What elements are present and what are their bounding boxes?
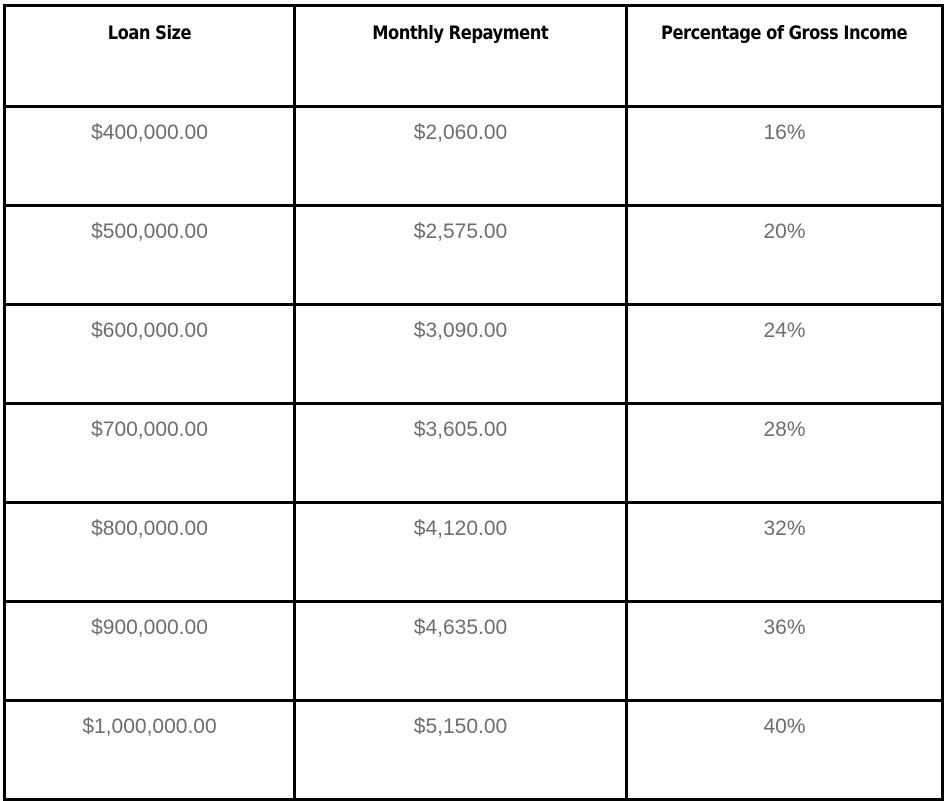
cell-loan-size: $900,000.00 — [3, 600, 296, 702]
header-monthly-repayment: Monthly Repayment — [293, 4, 628, 108]
cell-monthly-repayment: $4,635.00 — [293, 600, 628, 702]
cell-percentage: 20% — [625, 204, 944, 306]
cell-percentage: 16% — [625, 105, 944, 207]
cell-percentage: 28% — [625, 402, 944, 504]
cell-percentage: 24% — [625, 303, 944, 405]
cell-percentage: 36% — [625, 600, 944, 702]
table-row: $500,000.00 $2,575.00 20% — [3, 204, 944, 306]
table-row: $700,000.00 $3,605.00 28% — [3, 402, 944, 504]
cell-loan-size: $400,000.00 — [3, 105, 296, 207]
cell-monthly-repayment: $2,575.00 — [293, 204, 628, 306]
cell-loan-size: $500,000.00 — [3, 204, 296, 306]
header-percentage-gross-income: Percentage of Gross Income — [625, 4, 944, 108]
cell-percentage: 40% — [625, 699, 944, 801]
table-header-row: Loan Size Monthly Repayment Percentage o… — [3, 4, 944, 108]
table-row: $600,000.00 $3,090.00 24% — [3, 303, 944, 405]
cell-monthly-repayment: $2,060.00 — [293, 105, 628, 207]
cell-monthly-repayment: $3,605.00 — [293, 402, 628, 504]
cell-monthly-repayment: $3,090.00 — [293, 303, 628, 405]
header-loan-size: Loan Size — [3, 4, 296, 108]
cell-monthly-repayment: $5,150.00 — [293, 699, 628, 801]
cell-loan-size: $800,000.00 — [3, 501, 296, 603]
cell-loan-size: $600,000.00 — [3, 303, 296, 405]
loan-repayment-table-container: Loan Size Monthly Repayment Percentage o… — [3, 4, 944, 801]
cell-percentage: 32% — [625, 501, 944, 603]
cell-loan-size: $1,000,000.00 — [3, 699, 296, 801]
table-row: $400,000.00 $2,060.00 16% — [3, 105, 944, 207]
table-row: $900,000.00 $4,635.00 36% — [3, 600, 944, 702]
table-row: $1,000,000.00 $5,150.00 40% — [3, 699, 944, 801]
cell-loan-size: $700,000.00 — [3, 402, 296, 504]
loan-repayment-table: Loan Size Monthly Repayment Percentage o… — [3, 4, 944, 801]
cell-monthly-repayment: $4,120.00 — [293, 501, 628, 603]
table-row: $800,000.00 $4,120.00 32% — [3, 501, 944, 603]
